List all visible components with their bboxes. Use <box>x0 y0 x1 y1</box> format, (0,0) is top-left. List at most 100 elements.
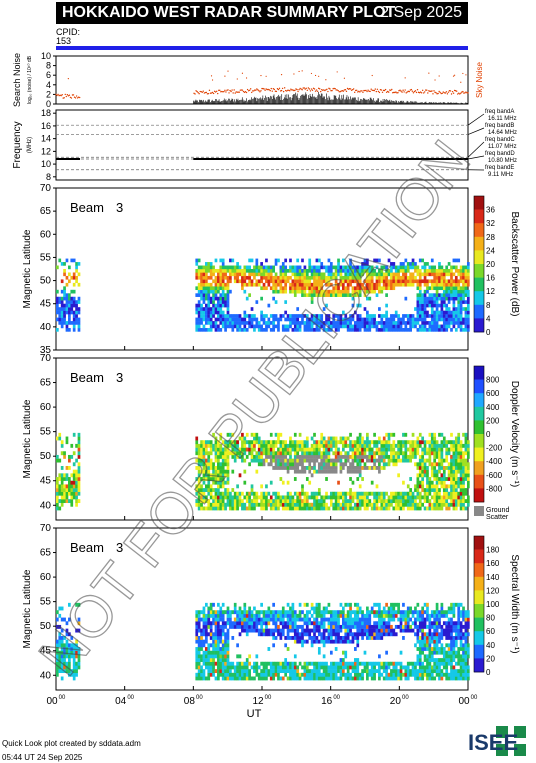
power-cell <box>212 293 215 297</box>
velocity-cell <box>426 480 429 485</box>
velocity-cell <box>428 458 432 463</box>
power-cell <box>65 321 69 325</box>
power-cell <box>334 328 338 332</box>
velocity-cell <box>229 499 232 504</box>
power-cell <box>296 289 300 294</box>
power-cell <box>445 314 449 318</box>
power-cell <box>452 272 456 277</box>
sky-noise-point <box>457 93 459 95</box>
velocity-cell <box>296 466 300 470</box>
width-cell <box>291 672 295 677</box>
velocity-cell <box>404 491 408 496</box>
power-cell <box>236 275 239 280</box>
velocity-cell <box>418 440 422 445</box>
width-cell <box>238 676 242 681</box>
power-cell <box>409 317 412 322</box>
velocity-cell <box>428 484 432 489</box>
velocity-cell <box>329 458 333 463</box>
velocity-cell <box>289 443 292 448</box>
velocity-cell <box>238 447 242 452</box>
width-cell <box>315 613 319 618</box>
width-cell <box>243 665 247 670</box>
velocity-cell <box>63 491 66 496</box>
power-cell <box>423 296 427 301</box>
velocity-cell <box>243 451 247 456</box>
power-cell <box>217 286 220 291</box>
velocity-cell <box>58 506 62 511</box>
freq-ytick-label-10: 10 <box>41 159 51 169</box>
velocity-cell <box>450 477 453 481</box>
width-cell <box>286 624 290 629</box>
velocity-cell <box>368 491 372 496</box>
velocity-cell <box>440 502 444 507</box>
power-cell <box>438 328 441 332</box>
velocity-cell <box>450 499 453 504</box>
sky-noise-point <box>242 90 245 93</box>
power-colorbar-step <box>474 264 484 278</box>
width-cell <box>217 650 220 655</box>
velocity-cell <box>286 469 290 474</box>
width-cell <box>262 676 266 681</box>
width-cell <box>327 602 331 607</box>
velocity-cell <box>305 466 309 470</box>
width-cell <box>209 643 213 648</box>
power-cell <box>313 321 316 325</box>
power-cell <box>411 314 415 318</box>
power-cell <box>356 324 360 329</box>
power-cell <box>440 303 444 308</box>
power-cell <box>281 269 285 273</box>
velocity-cell <box>334 458 338 463</box>
power-cell <box>442 293 446 297</box>
width-cell <box>219 632 223 637</box>
velocity-cell <box>226 495 230 500</box>
velocity-cell <box>430 469 434 474</box>
sky-noise-point <box>65 95 68 98</box>
sky-noise-point <box>295 88 297 90</box>
power-cell <box>217 303 220 308</box>
velocity-cell <box>452 506 456 511</box>
width-cell <box>286 621 290 626</box>
width-cell <box>329 650 333 655</box>
velocity-cell <box>354 495 357 500</box>
velocity-cell <box>421 473 425 478</box>
width-cell <box>238 654 242 659</box>
power-cell <box>349 275 352 280</box>
velocity-cell <box>409 491 412 496</box>
velocity-cell <box>454 502 458 507</box>
velocity-cell <box>197 488 201 492</box>
velocity-cell <box>414 440 417 445</box>
velocity-cell <box>219 447 223 452</box>
power-cell <box>217 300 220 304</box>
width-cell <box>291 665 295 670</box>
width-cell <box>226 639 230 644</box>
power-cell <box>205 328 208 332</box>
width-cell <box>207 613 211 618</box>
width-cell <box>284 613 288 618</box>
power-cell <box>221 300 225 304</box>
velocity-cell <box>224 506 227 511</box>
velocity-cell <box>373 502 376 507</box>
velocity-cell <box>450 484 453 489</box>
velocity-cell <box>231 443 235 448</box>
power-cell <box>267 269 271 273</box>
width-cell <box>301 636 304 640</box>
velocity-cell <box>267 499 271 504</box>
power-cell <box>224 317 227 322</box>
width-cell <box>233 624 237 629</box>
width-cell <box>205 650 208 655</box>
power-cell <box>428 293 432 297</box>
width-cell <box>320 613 324 618</box>
power-cell <box>438 272 441 277</box>
power-cell <box>75 321 78 325</box>
velocity-cell <box>305 443 309 448</box>
width-cell <box>197 617 201 622</box>
width-cell <box>277 661 280 666</box>
velocity-cell <box>358 440 362 445</box>
power-cell <box>279 317 283 322</box>
power-cell <box>426 286 429 291</box>
width-cell <box>255 613 259 618</box>
velocity-cell <box>260 491 263 496</box>
power-cell <box>411 272 415 277</box>
velocity-cell <box>63 499 66 504</box>
velocity-cell <box>219 491 223 496</box>
